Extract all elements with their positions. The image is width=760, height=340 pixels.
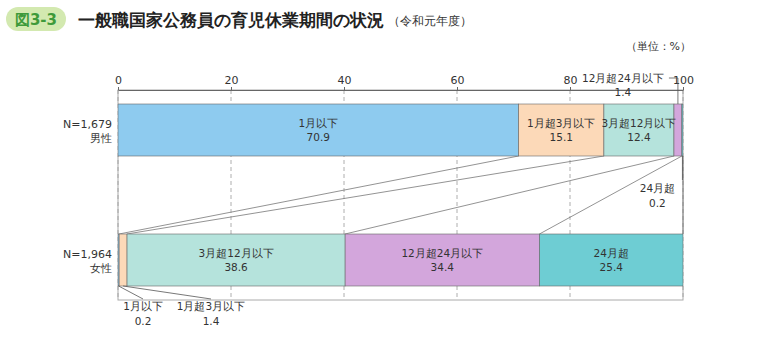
tick-mark (344, 87, 345, 90)
value-label: 0.2 (135, 315, 152, 327)
tick-label: 40 (338, 74, 352, 87)
connector (539, 156, 681, 234)
unit-label: （単位：%） (626, 40, 691, 53)
value-label: 34.4 (431, 261, 455, 273)
axis-line (119, 90, 684, 91)
bar-segment (345, 234, 539, 286)
y-axis: N=1,679男性 N=1,964女性 (63, 118, 112, 275)
tick-label: 80 (564, 74, 578, 87)
plot-frame (118, 90, 683, 300)
bar-segment (604, 104, 674, 156)
grid (118, 90, 683, 300)
bar-segment (119, 234, 127, 286)
series-label: 3月超12月以下 (199, 247, 274, 259)
value-label: 12.4 (627, 131, 651, 143)
value-label: 70.9 (307, 131, 330, 143)
bar-segment (674, 104, 682, 156)
category-tick: N=1,964女性 (63, 248, 112, 275)
bars (118, 104, 683, 286)
bar-segment (682, 104, 683, 156)
tick: 0 (115, 74, 122, 90)
series-label: 1月超3月以下 (527, 117, 595, 129)
tick: 20 (225, 74, 239, 90)
subtitle: （令和元年度） (388, 14, 472, 28)
value-label: 25.4 (600, 261, 624, 273)
leader-line (119, 286, 143, 299)
series-label: 1月以下 (123, 300, 163, 312)
category-name: 男性 (90, 132, 112, 145)
figure-badge (6, 7, 66, 31)
tick-mark (570, 87, 571, 90)
value-label: 15.1 (550, 131, 573, 143)
bar-segment (539, 234, 683, 286)
sample-size: N=1,964 (63, 248, 112, 261)
tick-label: 20 (225, 74, 239, 87)
bar-segment (519, 104, 604, 156)
sample-size: N=1,679 (63, 118, 112, 131)
tick-label: 0 (115, 74, 122, 87)
category-label: N=1,964女性 (63, 248, 112, 275)
connector (127, 156, 604, 234)
leader-line (123, 286, 211, 299)
series-label: 3月超12月以下 (601, 117, 676, 129)
value-label: 1.4 (203, 315, 220, 327)
series-label: 12月超24月以下 (582, 72, 664, 84)
connectors (119, 156, 683, 234)
value-label: 1.4 (615, 86, 632, 98)
bar-segment (127, 234, 345, 286)
series-label: 1月以下 (298, 117, 338, 129)
category-tick: N=1,679男性 (63, 118, 112, 145)
tick-mark (457, 87, 458, 90)
tick: 100 (673, 74, 694, 90)
connector (683, 156, 684, 234)
bar-segment (118, 104, 519, 156)
tick: 80 (564, 74, 578, 90)
value-label: 0.2 (649, 197, 666, 209)
category-label: N=1,679男性 (63, 118, 112, 145)
connector (119, 156, 518, 234)
tick: 60 (451, 74, 465, 90)
tick: 40 (338, 74, 352, 90)
series-label: 1月超3月以下 (177, 300, 245, 312)
series-label: 12月超24月以下 (401, 247, 483, 259)
tick-mark (118, 87, 119, 90)
value-label: 38.6 (224, 261, 248, 273)
series-label: 24月超 (594, 247, 629, 259)
tick-label: 60 (451, 74, 465, 87)
tick-label: 100 (673, 74, 694, 87)
series-label: 24月超 (640, 182, 675, 194)
category-name: 女性 (90, 262, 112, 275)
chart: 図3-3 一般職国家公務員の育児休業期間の状況 （令和元年度） （単位：%） 0 20 40… (0, 0, 760, 340)
leader-line (682, 156, 683, 180)
data-labels: 1月以下 70.9 1月超3月以下 15.1 3月超12月以下 12.4 12月超24月以下… (119, 72, 683, 327)
tick-mark (683, 87, 684, 90)
leader-line (669, 78, 678, 104)
title: 一般職国家公務員の育児休業期間の状況 (78, 10, 384, 30)
tick-mark (231, 87, 232, 90)
figure-label: 図3-3 (15, 11, 57, 29)
connector (345, 156, 674, 234)
